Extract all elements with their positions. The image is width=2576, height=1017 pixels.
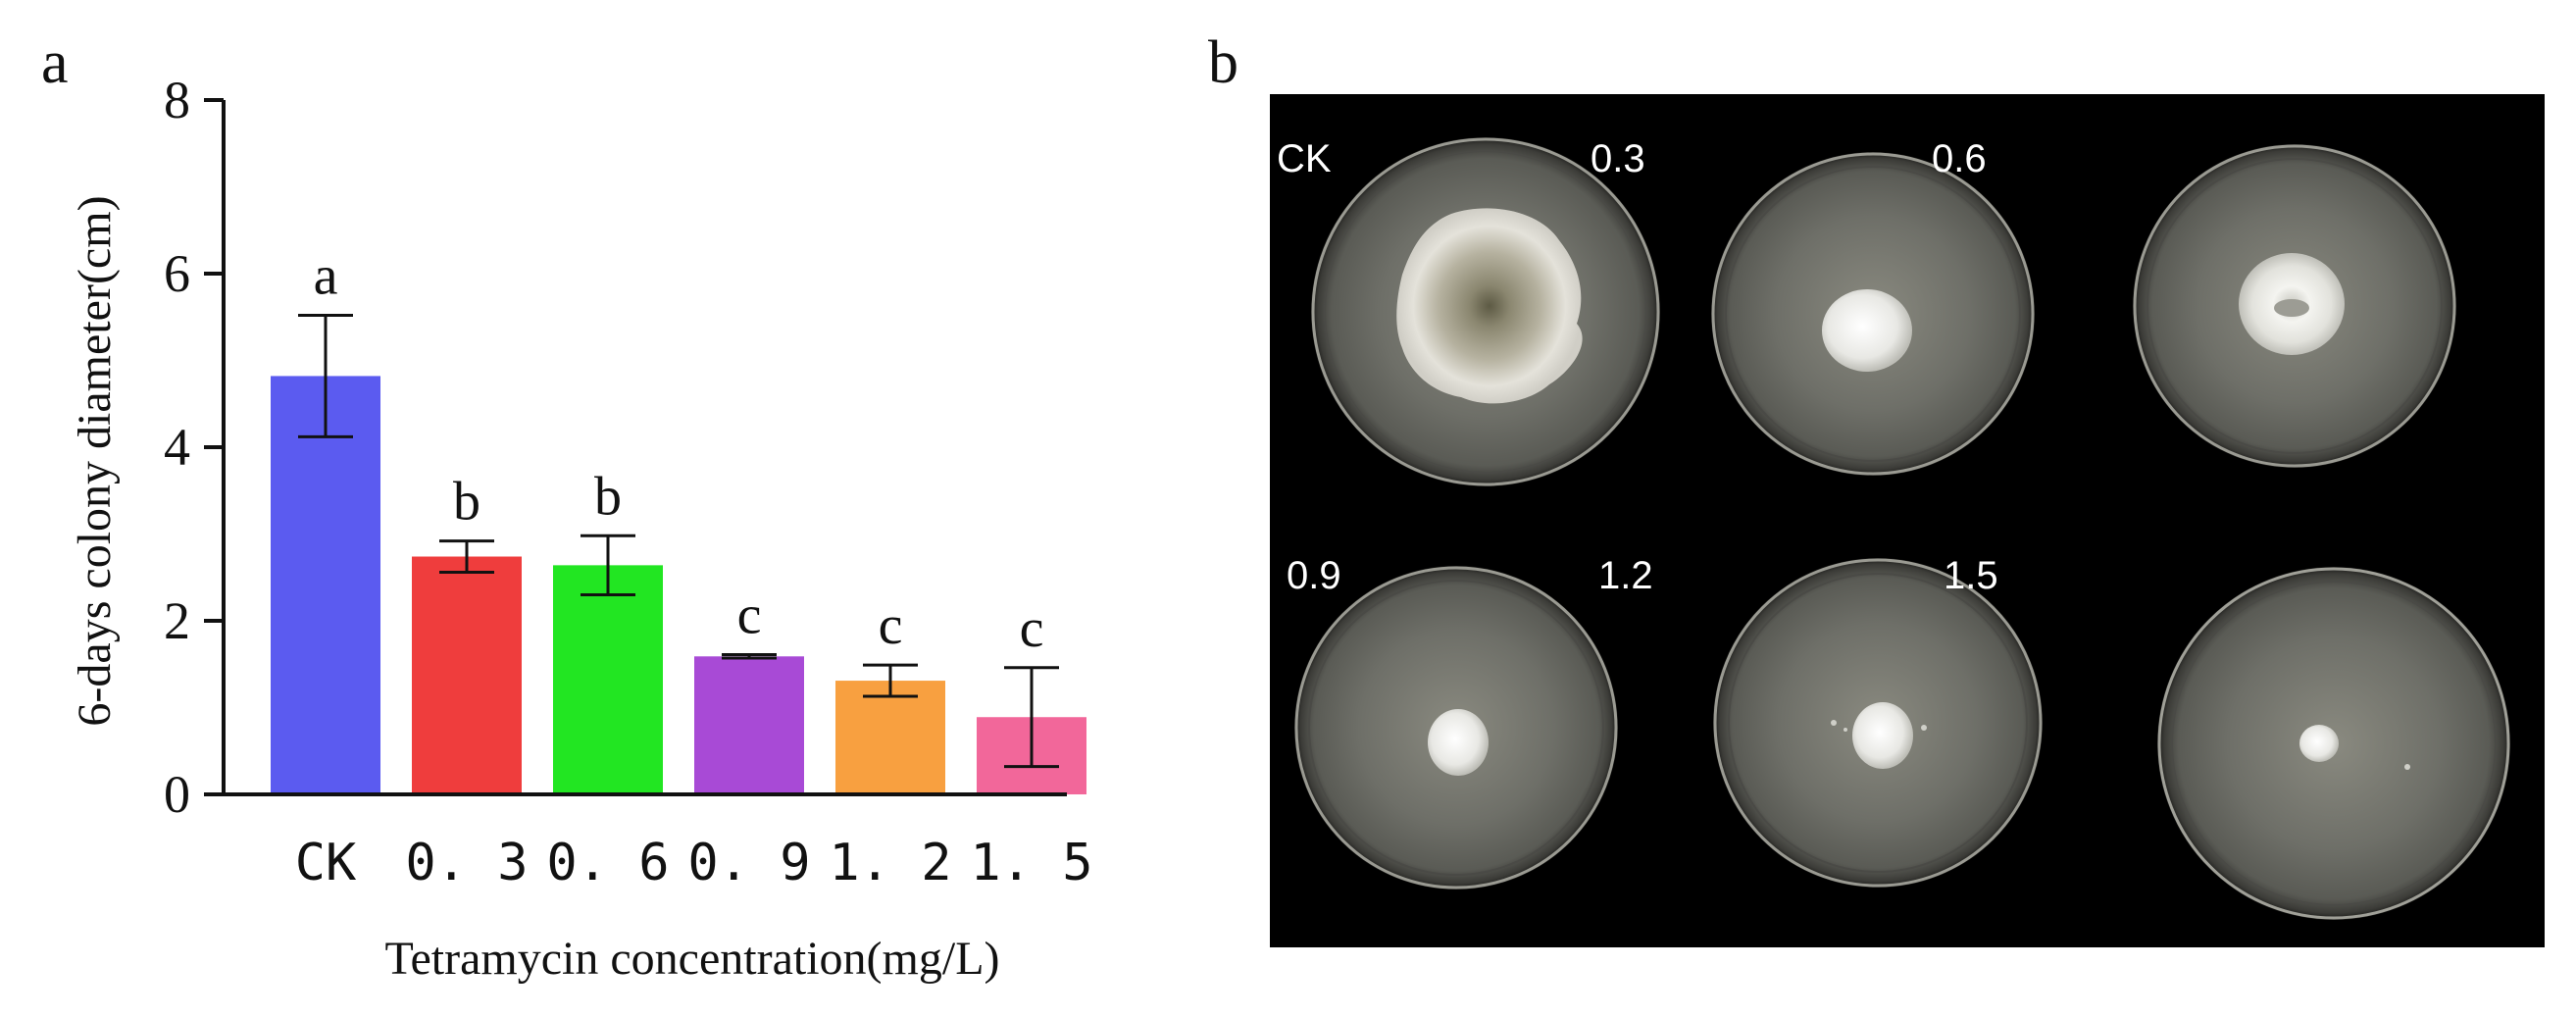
y-axis-ticks: 0 2 4 6 8 xyxy=(164,71,224,824)
bar-0-3 xyxy=(412,556,522,794)
significance-letter: b xyxy=(453,472,480,533)
x-tick-label: 0. 6 xyxy=(546,834,669,892)
x-axis-ticks: CK 0. 3 0. 6 0. 9 1. 2 1. 5 xyxy=(295,834,1093,892)
bar-0-6 xyxy=(553,565,663,794)
plate-label-0-3: 0.3 xyxy=(1591,137,1645,180)
bar-0-9 xyxy=(694,656,804,794)
petri-dish-1-5 xyxy=(2157,567,2510,920)
plate-label-0-6: 0.6 xyxy=(1932,137,1987,180)
significance-letters: a b b c c c xyxy=(314,245,1044,658)
colony-1-2 xyxy=(1852,702,1913,769)
bar-ck xyxy=(271,376,380,794)
y-tick-label: 8 xyxy=(164,71,190,129)
plate-label-0-9: 0.9 xyxy=(1287,554,1341,597)
colony-ck xyxy=(1396,208,1583,404)
panel-a-chart: a 6-days colony diameter(cm) Tetramycin … xyxy=(41,29,1093,985)
panel-a-letter: a xyxy=(41,29,69,96)
x-axis-title: Tetramycin concentration(mg/L) xyxy=(384,933,999,985)
plate-label-ck: CK xyxy=(1277,137,1332,180)
colony-0-3 xyxy=(1822,289,1912,372)
panel-b-letter: b xyxy=(1208,29,1238,96)
y-tick-label: 2 xyxy=(164,591,190,650)
bar-1-2 xyxy=(835,681,945,794)
significance-letter: b xyxy=(594,466,622,527)
x-tick-label: 0. 3 xyxy=(405,834,528,892)
petri-dish-0-9 xyxy=(1294,566,1618,890)
petri-dish-1-2 xyxy=(1713,558,2043,888)
x-tick-label: 1. 2 xyxy=(829,834,951,892)
y-axis-title: 6-days colony diameter(cm) xyxy=(69,195,121,726)
colony-1-5 xyxy=(2299,725,2339,762)
significance-letter: a xyxy=(314,245,338,306)
significance-letter: c xyxy=(879,595,903,656)
bars xyxy=(271,376,1086,794)
petri-dish-0-3 xyxy=(1711,152,2035,476)
significance-letter: c xyxy=(737,585,762,646)
x-tick-label: 0. 9 xyxy=(687,834,810,892)
plate-label-1-2: 1.2 xyxy=(1598,554,1653,597)
significance-letter: c xyxy=(1020,598,1044,659)
petri-dish-0-6 xyxy=(2133,144,2456,468)
panel-b-photo: b xyxy=(1208,29,2545,947)
x-tick-label: CK xyxy=(295,834,357,892)
petri-dish-ck xyxy=(1311,137,1660,486)
y-tick-label: 4 xyxy=(164,418,190,477)
x-tick-label: 1. 5 xyxy=(970,834,1092,892)
y-tick-label: 6 xyxy=(164,244,190,303)
error-bars xyxy=(298,313,1059,769)
y-tick-label: 0 xyxy=(164,765,190,824)
colony-0-9 xyxy=(1428,709,1489,776)
plate-label-1-5: 1.5 xyxy=(1944,554,1998,597)
